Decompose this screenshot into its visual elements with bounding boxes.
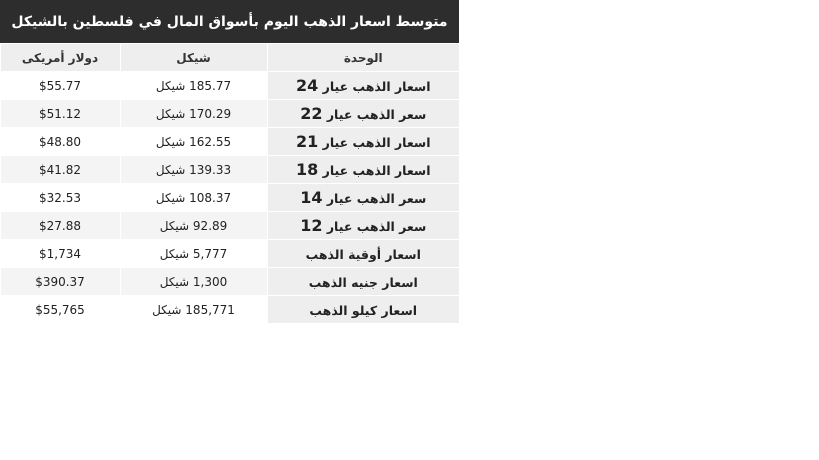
shekel-price: 185,771 شيكل	[119, 295, 267, 323]
shekel-price: 162.55 شيكل	[119, 127, 267, 156]
karat-value: 24	[296, 76, 319, 95]
table-row: اسعار الذهب عيار 18 139.33 شيكل $41.82	[0, 155, 459, 184]
table-row: سعر الذهب عيار 12 92.89 شيكل $27.88	[0, 211, 459, 240]
shekel-price: 170.29 شيكل	[119, 99, 267, 128]
usd-price: $1,734	[0, 239, 120, 268]
table-row: اسعار أوقية الذهب 5,777 شيكل $1,734	[0, 239, 459, 268]
usd-price: $55,765	[0, 295, 120, 323]
header-row: الوحدة شيكل دولار أمريكى	[0, 43, 459, 72]
table-title: متوسط اسعار الذهب اليوم بأسواق المال في …	[0, 0, 459, 43]
usd-price: $27.88	[0, 211, 120, 240]
shekel-price: 108.37 شيكل	[119, 183, 267, 212]
usd-price: $32.53	[0, 183, 120, 212]
unit-cell: اسعار جنيه الذهب	[266, 267, 459, 296]
unit-cell: اسعار الذهب عيار 21	[266, 127, 459, 156]
header-unit: الوحدة	[266, 43, 459, 72]
table-row: سعر الذهب عيار 14 108.37 شيكل $32.53	[0, 183, 459, 212]
karat-value: 18	[296, 160, 319, 179]
unit-cell: اسعار الذهب عيار 24	[266, 71, 459, 100]
unit-label: اسعار كيلو الذهب	[309, 303, 418, 318]
unit-label: سعر الذهب عيار	[322, 107, 427, 122]
unit-label: اسعار الذهب عيار	[318, 163, 431, 178]
table-row: اسعار الذهب عيار 21 162.55 شيكل $48.80	[0, 127, 459, 156]
karat-value: 12	[300, 216, 323, 235]
unit-label: اسعار جنيه الذهب	[308, 275, 418, 290]
header-shekel: شيكل	[119, 43, 267, 72]
unit-label: سعر الذهب عيار	[322, 191, 427, 206]
unit-label: اسعار أوقية الذهب	[305, 247, 421, 262]
table-row: اسعار الذهب عيار 24 185.77 شيكل $55.77	[0, 71, 459, 100]
karat-value: 22	[300, 104, 323, 123]
unit-label: اسعار الذهب عيار	[318, 135, 431, 150]
unit-cell: سعر الذهب عيار 12	[266, 211, 459, 240]
unit-label: اسعار الذهب عيار	[318, 79, 431, 94]
karat-value: 14	[300, 188, 323, 207]
gold-price-table: الوحدة شيكل دولار أمريكى اسعار الذهب عيا…	[0, 43, 459, 323]
usd-price: $55.77	[0, 71, 120, 100]
unit-cell: اسعار الذهب عيار 18	[266, 155, 459, 184]
shekel-price: 139.33 شيكل	[119, 155, 267, 184]
gold-price-table-widget: متوسط اسعار الذهب اليوم بأسواق المال في …	[0, 0, 459, 323]
unit-cell: سعر الذهب عيار 14	[266, 183, 459, 212]
table-row: اسعار كيلو الذهب 185,771 شيكل $55,765	[0, 295, 459, 323]
usd-price: $41.82	[0, 155, 120, 184]
shekel-price: 5,777 شيكل	[119, 239, 267, 268]
header-usd: دولار أمريكى	[0, 43, 120, 72]
table-row: سعر الذهب عيار 22 170.29 شيكل $51.12	[0, 99, 459, 128]
unit-cell: سعر الذهب عيار 22	[266, 99, 459, 128]
usd-price: $51.12	[0, 99, 120, 128]
usd-price: $48.80	[0, 127, 120, 156]
karat-value: 21	[296, 132, 319, 151]
shekel-price: 1,300 شيكل	[119, 267, 267, 296]
table-row: اسعار جنيه الذهب 1,300 شيكل $390.37	[0, 267, 459, 296]
unit-cell: اسعار أوقية الذهب	[266, 239, 459, 268]
usd-price: $390.37	[0, 267, 120, 296]
shekel-price: 92.89 شيكل	[119, 211, 267, 240]
unit-label: سعر الذهب عيار	[322, 219, 427, 234]
shekel-price: 185.77 شيكل	[119, 71, 267, 100]
unit-cell: اسعار كيلو الذهب	[266, 295, 459, 323]
